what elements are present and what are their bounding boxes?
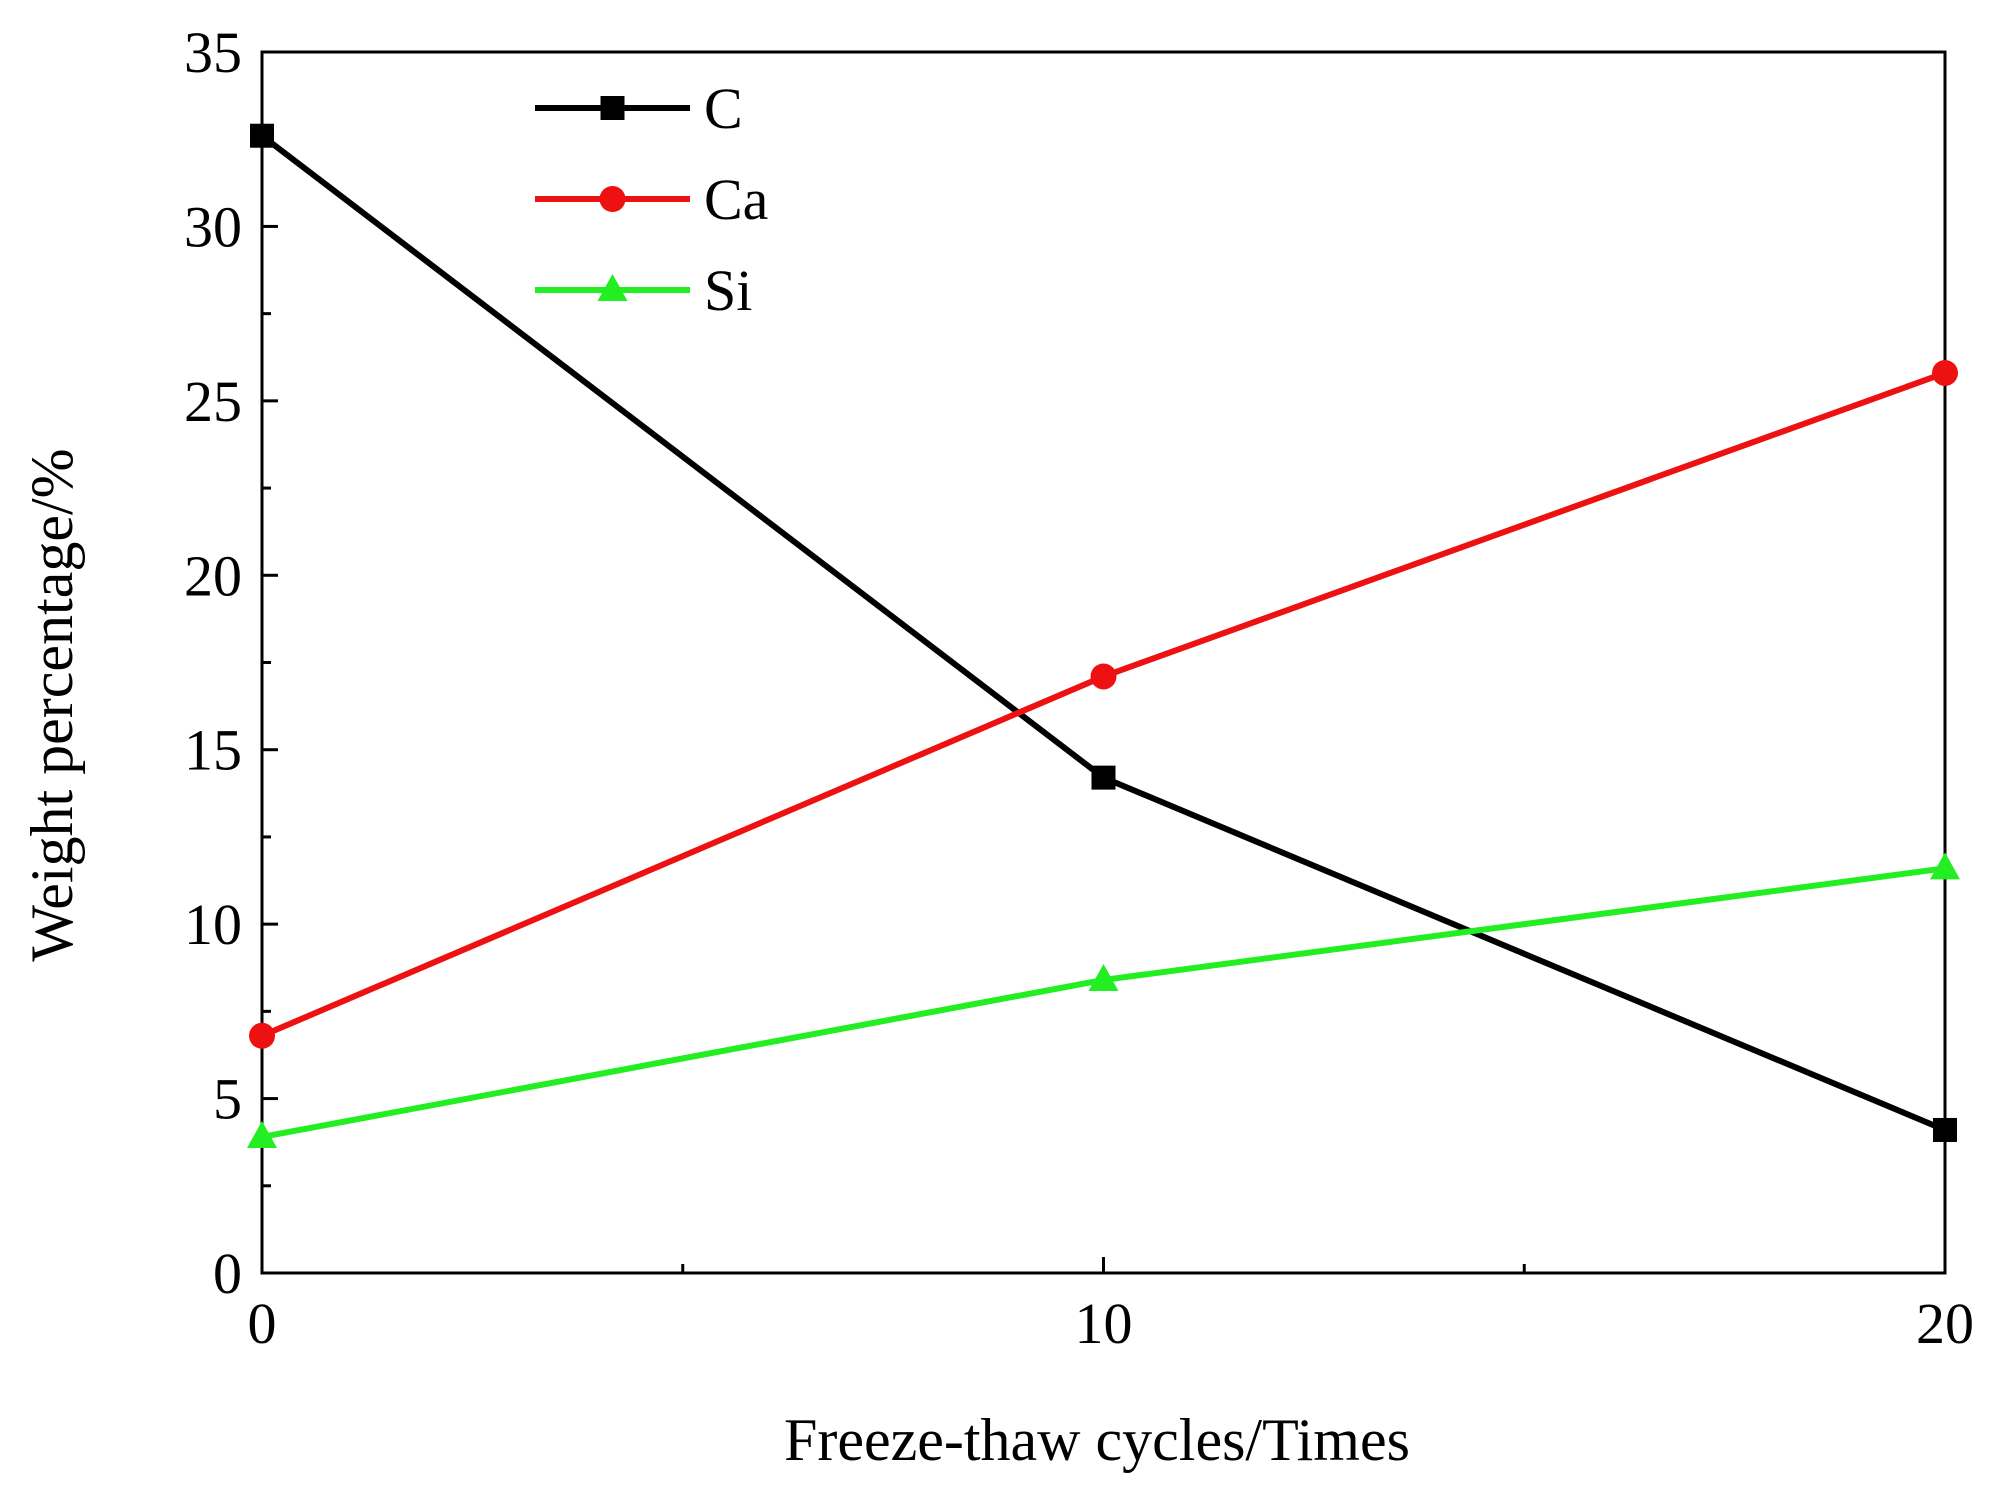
data-point-c bbox=[1933, 1117, 1957, 1142]
data-point-c bbox=[250, 123, 274, 148]
y-tick-label: 5 bbox=[213, 1067, 242, 1132]
data-point-si bbox=[1088, 963, 1119, 991]
y-tick-label: 20 bbox=[184, 543, 242, 608]
x-axis-label: Freeze-thaw cycles/Times bbox=[784, 1407, 1410, 1473]
series-line-si bbox=[261, 865, 1946, 1140]
data-point-c bbox=[1091, 765, 1116, 790]
data-point-si bbox=[1930, 852, 1960, 880]
legend-label-c: C bbox=[704, 76, 743, 141]
data-point-ca bbox=[1090, 663, 1117, 690]
series-line-ca bbox=[260, 370, 1947, 1039]
y-tick-label: 25 bbox=[184, 369, 242, 434]
legend-label-ca: Ca bbox=[704, 167, 768, 232]
plot-area: 0 5 10 15 20 25 30 35 0 10 20 C Ca Si bbox=[184, 20, 1974, 1356]
y-tick-label: 30 bbox=[184, 194, 242, 259]
data-point-ca bbox=[249, 1022, 275, 1049]
legend-label-si: Si bbox=[704, 258, 752, 323]
data-point-si bbox=[247, 1120, 277, 1148]
legend-marker-si bbox=[597, 274, 628, 301]
x-tick-label: 0 bbox=[248, 1291, 277, 1356]
legend-marker-ca bbox=[599, 186, 626, 212]
legend-marker-c bbox=[600, 96, 625, 120]
x-tick-label: 20 bbox=[1916, 1291, 1974, 1356]
y-tick-label: 35 bbox=[184, 20, 242, 85]
y-tick-label: 10 bbox=[184, 892, 242, 957]
y-tick-label: 0 bbox=[213, 1241, 242, 1306]
x-tick-label: 10 bbox=[1075, 1291, 1133, 1356]
y-axis-label: Weight percentage/% bbox=[19, 448, 85, 961]
data-point-ca bbox=[1932, 359, 1958, 386]
y-tick-label: 15 bbox=[184, 718, 242, 783]
